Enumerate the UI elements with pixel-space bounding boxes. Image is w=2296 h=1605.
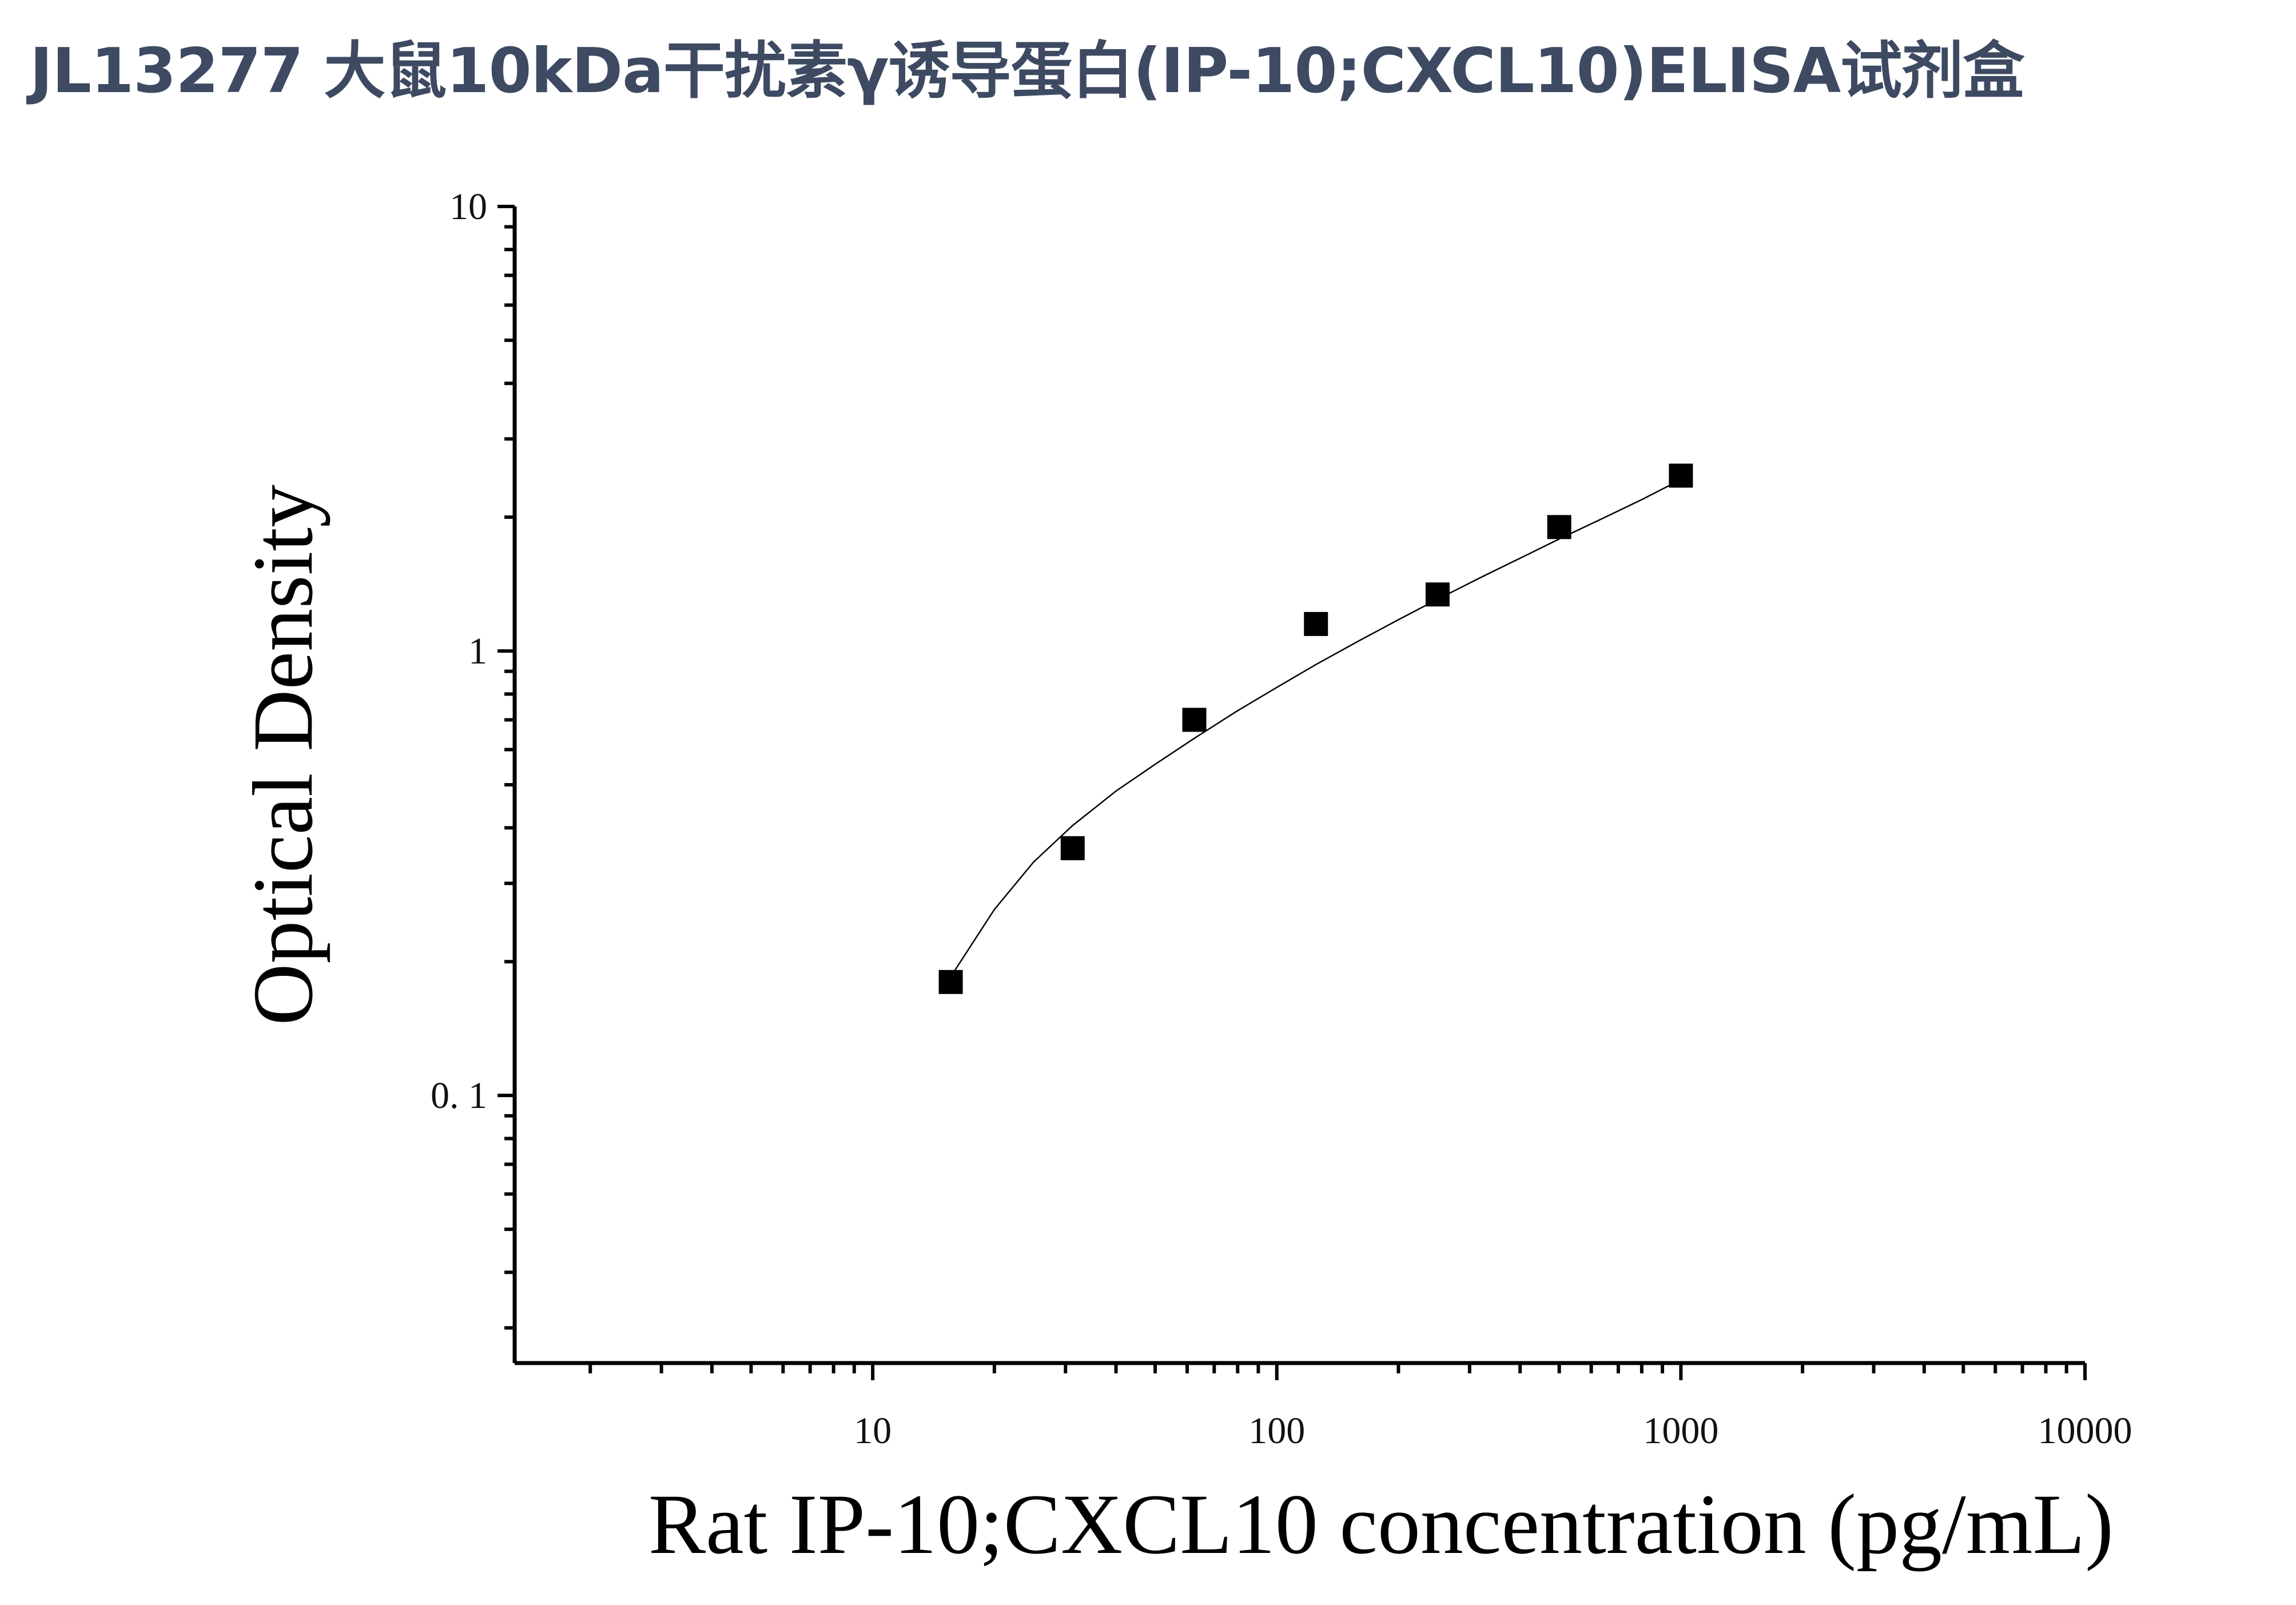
data-point-marker bbox=[1547, 515, 1571, 539]
y-tick-label: 10 bbox=[449, 186, 487, 228]
data-point-marker bbox=[1182, 708, 1207, 732]
data-points bbox=[938, 463, 1693, 994]
y-axis-title: Optical Density bbox=[236, 484, 331, 1026]
page-title: JL13277 大鼠10kDa干扰素γ诱导蛋白(IP-10;CXCL10)ELI… bbox=[30, 35, 2024, 107]
y-tick-label: 1 bbox=[468, 630, 487, 672]
data-point-marker bbox=[1060, 836, 1085, 860]
x-tick-label: 1000 bbox=[1643, 1410, 1718, 1452]
x-tick-label: 100 bbox=[1248, 1410, 1305, 1452]
data-point-marker bbox=[938, 970, 963, 994]
data-point-marker bbox=[1425, 582, 1450, 607]
fit-curve bbox=[950, 479, 1681, 978]
x-axis-title: Rat IP-10;CXCL10 concentration (pg/mL) bbox=[648, 1477, 2114, 1572]
tick-labels: 10 100 1000 10000 0. 1 1 10 bbox=[431, 186, 2132, 1452]
y-tick-label: 0. 1 bbox=[431, 1075, 487, 1117]
x-tick-label: 10 bbox=[854, 1410, 892, 1452]
axes bbox=[498, 205, 2087, 1380]
fit-curve-layer bbox=[950, 479, 1681, 978]
data-point-marker bbox=[1304, 611, 1328, 636]
data-point-marker bbox=[1669, 463, 1693, 488]
x-tick-label: 10000 bbox=[2038, 1410, 2132, 1452]
